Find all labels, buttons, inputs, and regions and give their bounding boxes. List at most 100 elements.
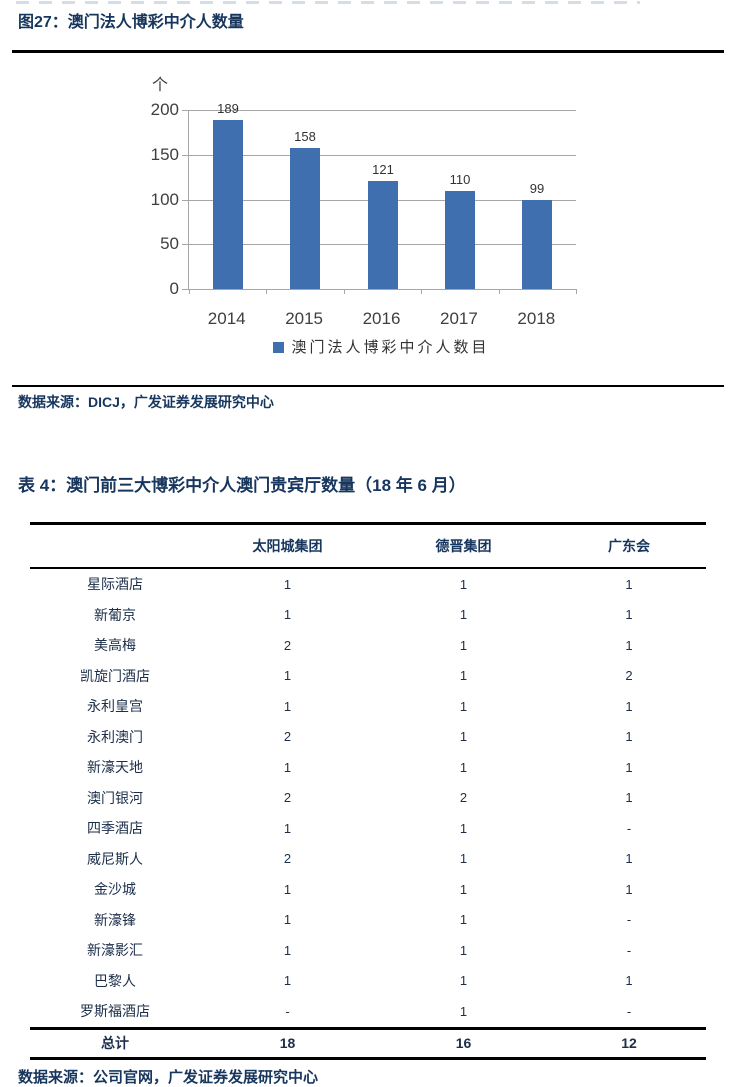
row-label: 金沙城 [94,881,136,898]
table-row: 凯旋门酒店 1 1 2 [30,661,706,692]
x-axis-tick [576,289,577,294]
bar-value-label: 189 [217,101,239,116]
vip-room-table: 太阳城集团 德晋集团 广东会 星际酒店 1 1 1 新葡京 1 1 1 美高梅 2 1 1 凯旋门酒店 1 1 2… [30,522,706,1060]
table-row: 星际酒店 1 1 1 [30,568,706,600]
bar-value-label: 110 [449,172,471,187]
cell-value: 1 [625,607,633,623]
bar-value-label: 158 [294,129,316,144]
cell-value: 2 [459,790,468,806]
cell-value: 1 [459,637,468,653]
table-row: 金沙城 1 1 1 [30,874,706,905]
table-row: 四季酒店 1 1 - [30,813,706,844]
x-axis-label: 2016 [362,309,401,328]
bar-value-label: 121 [372,162,394,177]
bar-chart: 个 0 50 100 150 200 189 158 121 110 99 2014 2015 201… [0,53,736,385]
table-row: 美高梅 2 1 1 [30,630,706,661]
cell-value: 1 [625,576,633,592]
cell-value: 2 [283,790,292,806]
cell-value: 1 [459,912,468,928]
x-axis-tick [421,289,422,294]
row-label: 新濠影汇 [87,942,143,959]
cell-value: 1 [283,759,292,775]
cell-value: 2 [283,729,292,745]
x-axis-labels: 2014 2015 2016 2017 2018 [188,309,575,329]
bar-2016 [368,181,398,289]
cell-value: 2 [625,668,633,684]
y-axis-tick [182,155,189,156]
cell-value: 1 [625,851,633,867]
row-label: 凯旋门酒店 [80,667,150,684]
column-header: 德晋集团 [435,538,492,554]
cell-value: 2 [283,851,292,867]
cell-value: 1 [283,820,292,836]
x-axis-tick [266,289,267,294]
y-axis-unit-label: 个 [152,77,169,94]
y-axis-tick [182,200,189,201]
chart-source-divider [12,385,724,387]
y-axis-tick-label: 200 [150,100,179,119]
bar-2014 [213,120,243,289]
y-axis-tick-label: 0 [169,279,179,298]
row-label: 永利澳门 [87,728,143,745]
cell-value: 1 [625,973,633,989]
cropped-text-remnant [16,1,640,4]
cell-value: - [285,1003,290,1019]
legend-label: 澳门法人博彩中介人数目 [291,340,490,356]
cell-value: 1 [283,668,292,684]
cell-value: 1 [625,637,633,653]
cell-value: 1 [283,912,292,928]
y-axis-tick-label: 100 [150,190,179,209]
table-row: 巴黎人 1 1 1 [30,966,706,997]
x-axis-label: 2015 [285,309,324,328]
cell-value: - [626,912,632,928]
total-value: 18 [279,1035,296,1051]
gridline [189,289,576,290]
table-row: 新濠天地 1 1 1 [30,752,706,783]
cell-value: 1 [459,851,468,867]
x-axis-tick [499,289,500,294]
gridline [189,155,576,156]
cell-value: - [626,1003,632,1019]
gridline [189,110,576,111]
table-row: 永利皇宫 1 1 1 [30,691,706,722]
column-header: 太阳城集团 [252,538,323,554]
cell-value: 1 [283,973,292,989]
bar-value-label: 99 [529,181,545,196]
row-label: 星际酒店 [87,576,143,593]
table-row: 新濠锋 1 1 - [30,905,706,936]
table-source: 数据来源：公司官网，广发证券发展研究中心 [18,1068,319,1086]
cell-value: 1 [459,576,468,592]
table-row: 威尼斯人 2 1 1 [30,844,706,875]
bar-2017 [445,191,475,289]
cell-value: 1 [283,881,292,897]
table-body: 星际酒店 1 1 1 新葡京 1 1 1 美高梅 2 1 1 凯旋门酒店 1 1 2 永利皇宫 1 1 1 永利澳门 2 1… [30,568,706,1028]
chart-legend: 澳门法人博彩中介人数目 [188,336,575,357]
cell-value: 1 [459,881,468,897]
row-label: 罗斯福酒店 [80,1003,150,1020]
cell-value: - [626,942,632,958]
bar-2015 [290,148,320,289]
cell-value: 1 [459,759,468,775]
table-total-row: 总计 18 16 12 [30,1028,706,1058]
table-row: 永利澳门 2 1 1 [30,722,706,753]
x-axis-tick [189,289,190,294]
table-row: 罗斯福酒店 - 1 - [30,996,706,1028]
table-row: 澳门银河 2 2 1 [30,783,706,814]
cell-value: 1 [283,698,292,714]
row-label: 美高梅 [94,637,136,654]
y-axis-tick [182,244,189,245]
cell-value: 1 [625,729,633,745]
plot-area: 0 50 100 150 200 189 158 121 110 99 [151,101,577,298]
table-header-row: 太阳城集团 德晋集团 广东会 [30,523,706,568]
cell-value: 1 [283,607,292,623]
cell-value: 1 [283,576,292,592]
row-label: 澳门银河 [87,789,143,806]
table-title: 表 4：澳门前三大博彩中介人澳门贵宾厅数量（18 年 6 月） [18,476,466,495]
row-label: 四季酒店 [87,820,143,837]
total-value: 16 [455,1035,472,1051]
table-row: 新濠影汇 1 1 - [30,935,706,966]
x-axis-label: 2014 [207,309,246,328]
x-axis-label: 2017 [440,309,478,328]
y-axis-tick-label: 150 [150,145,179,164]
